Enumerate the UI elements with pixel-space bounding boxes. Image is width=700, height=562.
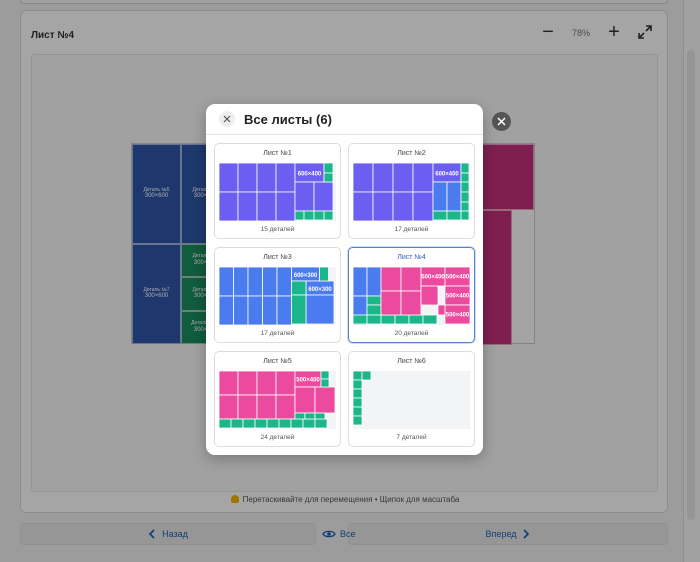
part-label: Деталь №8 (192, 253, 218, 260)
zoom-level: 78% (571, 28, 590, 38)
minus-icon: − (542, 21, 554, 43)
part-block[interactable]: Деталь №5 300×600 (132, 144, 181, 244)
scrollbar-thumb[interactable] (687, 50, 695, 520)
sheet-thumb-3[interactable]: Лист №3 600×300 600×300 17 детал (214, 247, 341, 343)
part-label: Деталь №10 (191, 320, 220, 327)
sheet-thumb-4[interactable]: Лист №4 500×400 500 (348, 247, 475, 343)
part-dim: 300×600 (144, 193, 169, 200)
part-dim: 300×200 (194, 260, 218, 268)
thumb-count: 17 деталей (260, 330, 295, 337)
thumb-preview: 600×300 600×300 (219, 267, 336, 325)
sheet-thumb-1[interactable]: Лист №1 600×400 15 деталей (214, 143, 341, 239)
part-label: Деталь №5 (143, 186, 170, 193)
part-dim: 300×600 (144, 293, 169, 300)
thumb-title: Лист №2 (397, 150, 426, 157)
eye-icon (322, 530, 336, 538)
thumb-title: Лист №6 (397, 358, 426, 365)
thumb-preview: 500×400 500×400 500×400 500×400 (353, 267, 470, 325)
thumb-count: 7 деталей (396, 434, 427, 441)
sheet-title: Лист №4 (31, 30, 75, 41)
close-icon (497, 117, 506, 126)
thumb-title: Лист №5 (263, 358, 292, 365)
thumb-part-label: 600×300 (294, 273, 318, 279)
forward-button[interactable]: Вперед (348, 523, 668, 545)
thumb-title: Лист №3 (263, 254, 292, 261)
thumb-part-label: 500×400 (446, 313, 470, 319)
modal-title: Все листы (6) (244, 112, 332, 127)
thumb-preview: 600×400 (353, 163, 470, 221)
zoom-out-button[interactable]: − (540, 22, 556, 42)
all-sheets-modal: Все листы (6) Лист №1 600×400 15 деталей (206, 104, 483, 455)
expand-icon[interactable] (638, 25, 652, 39)
thumb-count: 17 деталей (394, 226, 429, 233)
part-label: Деталь №9 (192, 286, 218, 293)
sheet-thumb-5[interactable]: Лист №5 500×400 24 деталей (214, 351, 341, 447)
thumb-part-label: 600×400 (298, 172, 322, 178)
back-label: Назад (162, 529, 188, 539)
modal-close-button[interactable] (219, 111, 235, 127)
lightbulb-icon (230, 495, 239, 503)
thumb-part-label: 500×400 (296, 378, 320, 384)
all-label: Все (340, 529, 356, 539)
gesture-hint: Перетаскивайте для перемещения • Щипок д… (21, 495, 669, 504)
part-block[interactable]: Деталь №7 300×600 (132, 244, 181, 344)
thumb-count: 24 деталей (260, 434, 295, 441)
thumb-preview: 600×400 (219, 163, 336, 221)
part-dim: 300×600 (194, 193, 218, 201)
plus-icon: + (608, 21, 620, 43)
thumb-part-label: 500×400 (446, 294, 470, 300)
thumb-preview: 500×400 (219, 371, 336, 429)
thumb-preview (353, 371, 470, 429)
modal-header: Все листы (6) (206, 104, 483, 135)
chevron-right-icon (523, 529, 530, 539)
thumb-part-label: 500×400 (446, 275, 470, 281)
thumb-title: Лист №4 (397, 254, 426, 261)
thumb-part-label: 600×400 (435, 172, 459, 178)
chevron-left-icon (148, 529, 155, 539)
part-block[interactable] (477, 144, 534, 210)
forward-label: Вперед (485, 529, 517, 539)
thumb-count: 15 деталей (260, 226, 295, 233)
sheet-thumb-2[interactable]: Лист №2 600×400 17 деталей (348, 143, 475, 239)
part-dim: 300×200 (194, 293, 218, 301)
scrollbar[interactable] (683, 0, 700, 562)
thumb-title: Лист №1 (263, 150, 292, 157)
all-sheets-button[interactable]: Все (322, 523, 362, 545)
close-icon (223, 115, 231, 123)
zoom-in-button[interactable]: + (606, 22, 622, 42)
close-overlay-button[interactable] (492, 112, 511, 131)
thumb-count: 20 деталей (394, 330, 429, 337)
thumb-part-label: 600×300 (308, 287, 332, 293)
back-button[interactable]: Назад (20, 523, 316, 545)
part-label: Деталь №7 (143, 286, 170, 293)
part-label: Деталь №6 (192, 186, 218, 193)
thumb-part-label: 500×400 (421, 275, 445, 281)
sheet-thumb-6[interactable]: Лист №6 7 деталей (348, 351, 475, 447)
part-dim: 300×200 (194, 327, 218, 335)
